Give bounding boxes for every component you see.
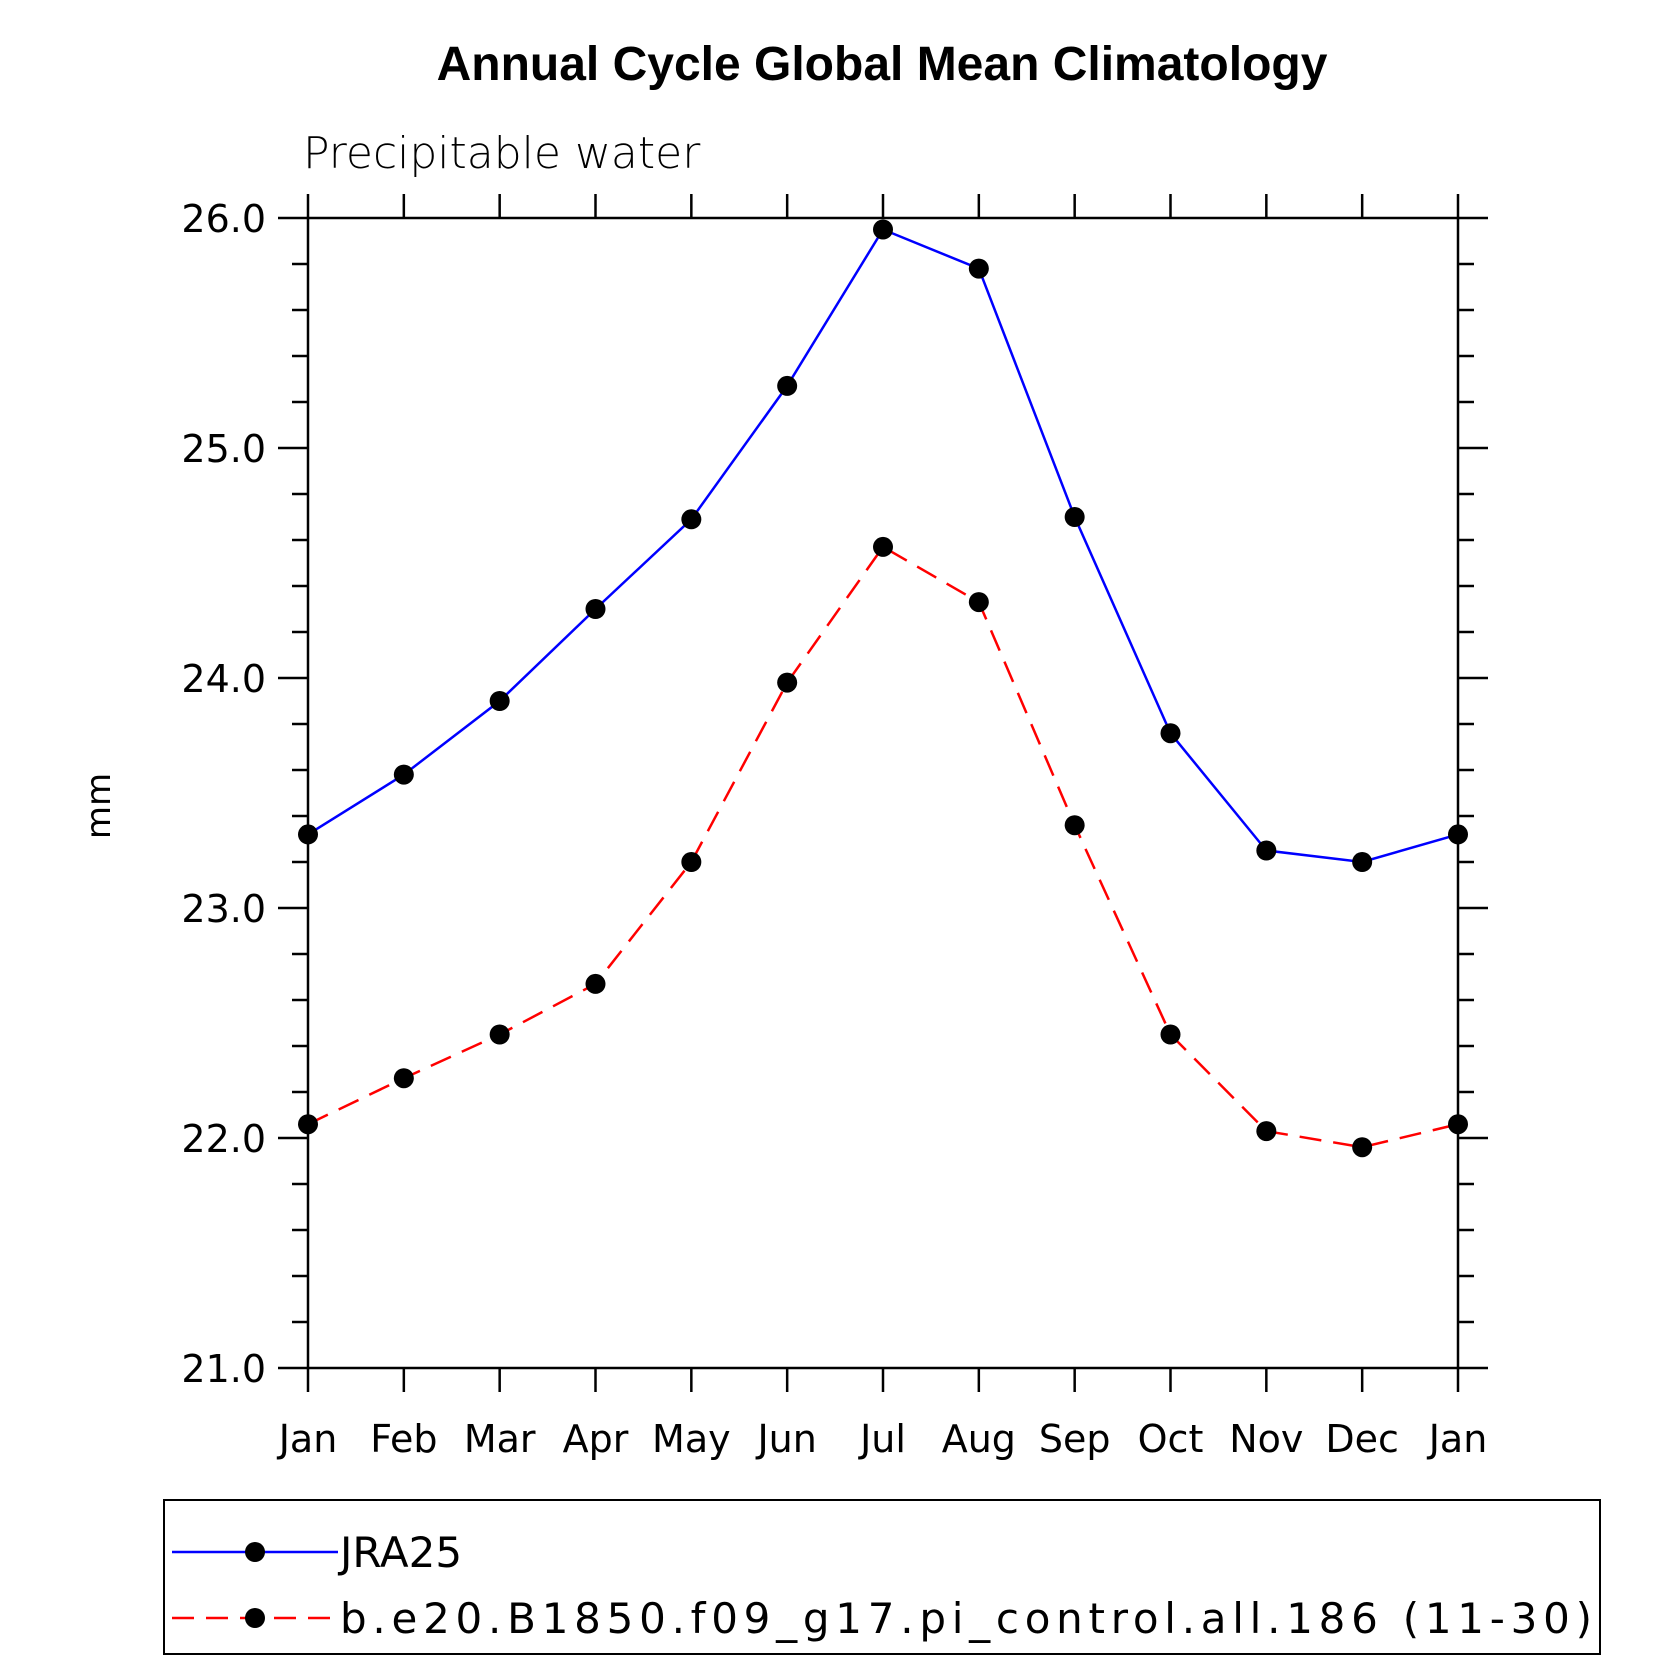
x-tick-label: Feb (370, 1417, 437, 1461)
y-tick-labels: 21.0 22.0 23.0 24.0 25.0 26.0 (181, 197, 266, 1391)
data-point (585, 973, 606, 994)
y-tick-label: 26.0 (181, 197, 266, 241)
legend-label: JRA25 (337, 1528, 462, 1577)
legend: JRA25 b.e20.B1850.f09_g17.pi_control.all.… (172, 1528, 1592, 1643)
data-point (1352, 852, 1373, 872)
data-point (873, 219, 893, 240)
x-tick-label: Aug (942, 1417, 1016, 1461)
x-tick-label: May (652, 1417, 731, 1461)
data-point (1448, 1114, 1468, 1135)
x-tick-label: Nov (1229, 1417, 1303, 1461)
data-point (1160, 1024, 1181, 1045)
x-tick-label: Dec (1325, 1417, 1399, 1461)
legend-box (163, 1499, 1601, 1655)
x-tick-label: Sep (1039, 1417, 1111, 1461)
data-point (777, 375, 798, 396)
data-point (1352, 1137, 1373, 1158)
y-tick-label: 25.0 (181, 427, 266, 471)
legend-marker (245, 1542, 265, 1562)
x-tick-label: Jun (755, 1417, 816, 1461)
data-point (298, 1114, 318, 1135)
data-point (1256, 1121, 1277, 1142)
data-point (489, 1024, 510, 1045)
series-line (307, 545, 1459, 1149)
series-layer (298, 219, 1468, 1158)
x-tick-label: Jan (277, 1417, 338, 1461)
data-point (1064, 507, 1085, 527)
data-point (968, 258, 989, 279)
data-point (393, 1068, 414, 1089)
data-point (1448, 824, 1468, 845)
axis-ticks (278, 194, 1488, 1392)
data-point (489, 691, 510, 711)
x-tick-label: Oct (1138, 1417, 1204, 1461)
legend-label: b.e20.B1850.f09_g17.pi_control.all.186 (… (340, 1594, 1592, 1643)
x-tick-label: Apr (563, 1417, 629, 1461)
data-point (1256, 840, 1277, 861)
x-tick-label: Mar (464, 1417, 536, 1461)
legend-marker (245, 1608, 265, 1628)
data-point (585, 599, 606, 619)
series-1 (298, 219, 1468, 872)
data-point (1064, 815, 1085, 836)
chart-title: Annual Cycle Global Mean Climatology (437, 38, 1328, 91)
y-tick-label: 21.0 (181, 1347, 266, 1391)
data-point (777, 672, 798, 693)
y-tick-label: 23.0 (181, 887, 266, 931)
y-tick-label: 22.0 (181, 1117, 266, 1161)
data-point (873, 536, 893, 557)
data-point (1160, 723, 1181, 744)
series-2 (298, 536, 1468, 1158)
plot-frame (306, 216, 1460, 1370)
x-tick-label: Jul (858, 1417, 906, 1461)
data-point (393, 764, 414, 785)
y-axis-label: mm (79, 773, 119, 839)
data-point (968, 592, 989, 613)
data-point (681, 509, 702, 530)
data-point (681, 852, 702, 872)
y-tick-label: 24.0 (181, 657, 266, 701)
x-tick-labels: Jan Feb Mar Apr May Jun Jul Aug Sep Oct Nov Dec Jan (277, 1417, 1488, 1461)
x-tick-label: Jan (1427, 1417, 1488, 1461)
data-point (298, 824, 318, 845)
chart-subtitle: Precipitable water (303, 128, 701, 179)
